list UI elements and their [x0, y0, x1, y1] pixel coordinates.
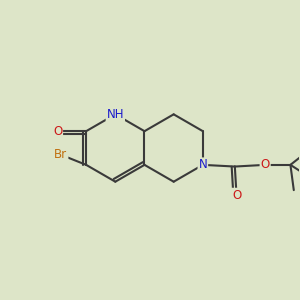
Text: NH: NH: [106, 108, 124, 121]
Text: O: O: [232, 189, 241, 202]
Text: Br: Br: [54, 148, 68, 161]
Text: N: N: [199, 158, 207, 171]
Text: O: O: [260, 158, 270, 171]
Text: O: O: [53, 125, 62, 138]
